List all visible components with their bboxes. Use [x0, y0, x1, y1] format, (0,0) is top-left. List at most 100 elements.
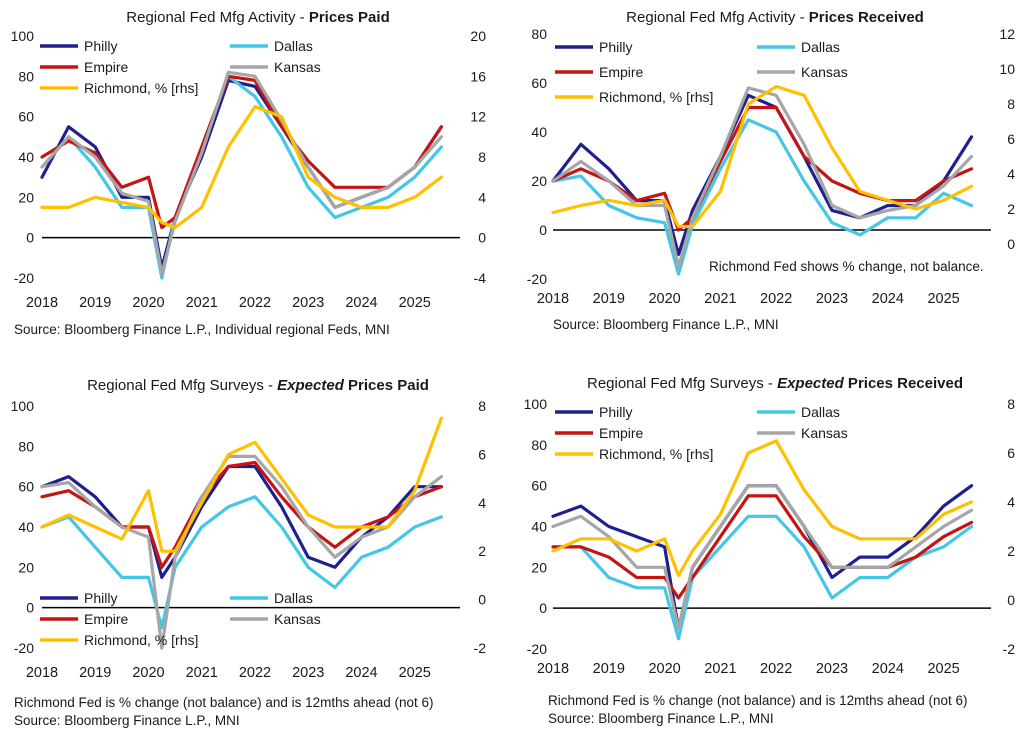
y2-tick-label: 8 [478, 398, 486, 414]
y-tick-label: 20 [531, 559, 547, 575]
series-line-dallas [551, 118, 974, 276]
x-tick-label: 2020 [132, 295, 164, 311]
y-tick-label: 40 [18, 149, 34, 165]
legend-label-richmond: Richmond, % [rhs] [599, 89, 713, 105]
series-line-empire [40, 460, 443, 569]
legend-label-empire: Empire [84, 59, 129, 75]
chart-source: Source: Bloomberg Finance L.P., MNI [553, 317, 779, 332]
x-tick-label: 2023 [292, 295, 324, 311]
x-tick-label: 2021 [186, 295, 218, 311]
y-tick-label: -20 [14, 640, 34, 656]
legend-label-kansas: Kansas [801, 64, 848, 80]
x-tick-label: 2018 [26, 295, 58, 311]
y-tick-label: -20 [14, 270, 34, 286]
y-tick-label: 60 [531, 478, 547, 494]
y-tick-label: 40 [18, 519, 34, 535]
x-tick-label: 2024 [872, 291, 904, 307]
y-tick-label: 0 [539, 222, 547, 238]
x-tick-label: 2019 [593, 291, 625, 307]
x-tick-label: 2023 [816, 291, 848, 307]
y2-tick-label: 2 [1007, 201, 1015, 217]
series-line-richmond [40, 416, 443, 553]
legend-label-philly: Philly [84, 590, 117, 606]
legend-label-philly: Philly [599, 39, 632, 55]
series-line-kansas [40, 70, 443, 276]
y-tick-label: 80 [18, 438, 34, 454]
x-tick-label: 2022 [760, 291, 792, 307]
x-tick-label: 2021 [186, 665, 218, 681]
x-tick-label: 2020 [132, 665, 164, 681]
series-line-philly [40, 464, 443, 579]
series-line-empire [551, 494, 974, 600]
y2-tick-label: 16 [470, 68, 486, 84]
y-tick-label: 0 [26, 600, 34, 616]
chart-panel-prices-paid: Regional Fed Mfg Activity - Prices Paid … [0, 0, 516, 370]
legend-label-dallas: Dallas [801, 39, 840, 55]
chart-title: Regional Fed Mfg Surveys - Expected Pric… [586, 375, 964, 392]
y2-tick-label: 4 [1007, 166, 1015, 182]
chart-source: Source: Bloomberg Finance L.P., MNI [548, 711, 774, 726]
y2-tick-label: 4 [478, 189, 486, 205]
chart-svg: -20 0 20 40 60 80 0 2 4 6 8 10 12 2018 2019 2020 2021 202… [527, 26, 1015, 307]
y-tick-label: -20 [527, 641, 547, 657]
y-tick-label: 100 [11, 398, 35, 414]
y-tick-label: 60 [18, 109, 34, 125]
y2-tick-label: -2 [474, 640, 487, 656]
x-tick-label: 2025 [927, 291, 959, 307]
x-tick-label: 2019 [593, 661, 625, 677]
y2-tick-label: 6 [478, 446, 486, 462]
y2-tick-label: 6 [1007, 445, 1015, 461]
y2-tick-label: 12 [470, 109, 486, 125]
legend-label-dallas: Dallas [274, 38, 313, 54]
series-line-richmond [40, 104, 443, 230]
y-tick-label: 40 [531, 519, 547, 535]
legend-label-richmond: Richmond, % [rhs] [84, 632, 198, 648]
y2-tick-label: 6 [1007, 131, 1015, 147]
y2-tick-label: 0 [478, 592, 486, 608]
series-line-kansas [551, 484, 974, 631]
x-tick-label: 2022 [239, 295, 271, 311]
chart-note: Richmond Fed is % change (not balance) a… [548, 693, 968, 708]
x-tick-label: 2023 [816, 661, 848, 677]
x-tick-label: 2021 [704, 661, 736, 677]
chart-note: Richmond Fed is % change (not balance) a… [14, 695, 434, 710]
y-tick-label: 20 [18, 559, 34, 575]
series-line-kansas [551, 86, 974, 269]
x-tick-label: 2019 [79, 295, 111, 311]
x-tick-label: 2025 [399, 295, 431, 311]
x-tick-label: 2018 [537, 661, 569, 677]
chart-title: Regional Fed Mfg Surveys - Expected Pric… [87, 377, 429, 394]
y2-tick-label: 12 [999, 26, 1015, 42]
y-tick-label: 100 [524, 396, 548, 412]
series-line-dallas [40, 495, 443, 630]
x-tick-label: 2019 [79, 665, 111, 681]
y-tick-label: 80 [531, 26, 547, 42]
x-tick-label: 2020 [648, 661, 680, 677]
series-line-richmond [551, 84, 974, 229]
x-tick-label: 2022 [760, 661, 792, 677]
y-tick-label: 20 [531, 173, 547, 189]
x-tick-label: 2021 [704, 291, 736, 307]
y-tick-label: 0 [26, 230, 34, 246]
series-line-philly [551, 93, 974, 257]
y-tick-label: 80 [18, 68, 34, 84]
y2-tick-label: 8 [1007, 96, 1015, 112]
y2-tick-label: 10 [999, 61, 1015, 77]
chart-panel-expected-prices-paid: Regional Fed Mfg Surveys - Expected Pric… [0, 370, 516, 740]
y-tick-label: 20 [18, 189, 34, 205]
legend-label-richmond: Richmond, % [rhs] [599, 446, 713, 462]
legend-label-dallas: Dallas [274, 590, 313, 606]
series-line-dallas [40, 74, 443, 280]
legend-label-kansas: Kansas [274, 611, 321, 627]
x-tick-label: 2018 [537, 291, 569, 307]
x-tick-label: 2024 [872, 661, 904, 677]
x-tick-label: 2022 [239, 665, 271, 681]
x-tick-label: 2025 [927, 661, 959, 677]
y2-tick-label: 2 [478, 543, 486, 559]
y-tick-label: 60 [18, 479, 34, 495]
series-line-dallas [551, 514, 974, 641]
y2-tick-label: -2 [1003, 641, 1016, 657]
legend-label-philly: Philly [84, 38, 117, 54]
